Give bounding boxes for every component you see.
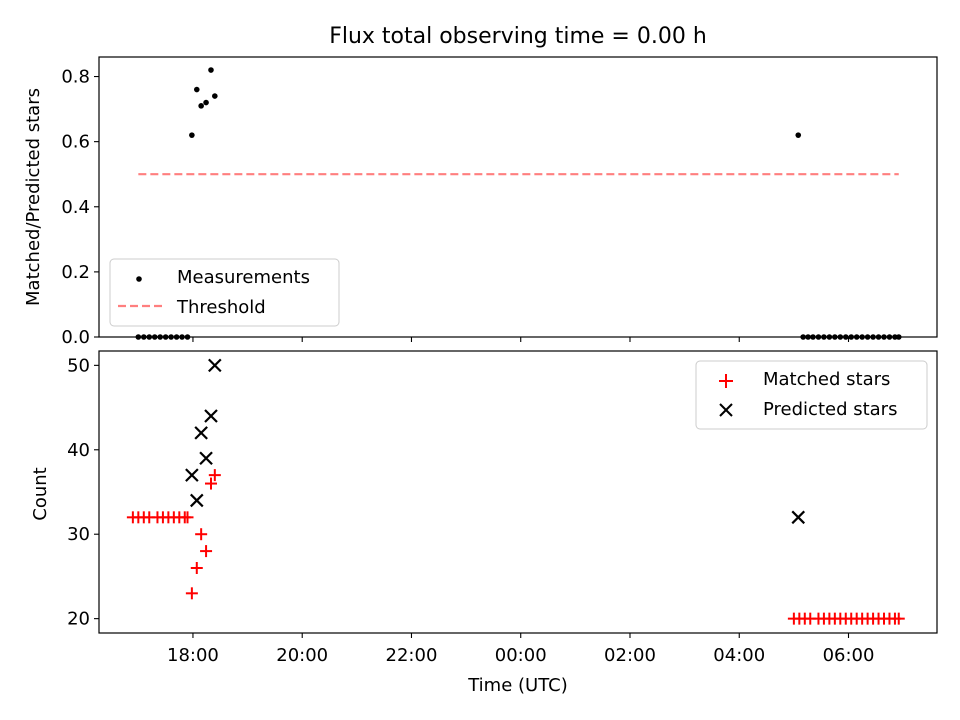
bottom-y-tick-label: 20 <box>67 609 90 630</box>
matched-stars-point <box>892 612 905 625</box>
top-legend-box <box>109 258 340 327</box>
predicted-stars-point <box>208 358 222 373</box>
x-tick-label: 06:00 <box>823 645 875 666</box>
top-legend: Measurements Threshold <box>109 258 340 327</box>
bottom-x-axis: 18:00 20:00 22:00 00:00 02:00 04:00 06:00 <box>167 633 874 666</box>
matched-stars-point <box>208 469 221 482</box>
top-y-axis-label: Matched/Predicted stars <box>23 88 44 306</box>
top-y-tick-label: 0.4 <box>61 197 90 218</box>
matched-stars-point <box>204 477 217 490</box>
predicted-stars-point <box>185 468 199 482</box>
predicted-stars-point <box>194 426 208 440</box>
top-panel: 0.00.20.40.60.8 Matched/Predicted stars … <box>23 56 938 348</box>
top-y-tick-label: 0.0 <box>61 327 90 348</box>
legend-threshold-label: Threshold <box>176 297 266 318</box>
measurement-point <box>212 93 218 99</box>
top-y-tick-label: 0.2 <box>61 262 90 283</box>
legend-predicted-marker <box>719 403 733 417</box>
x-tick-label: 22:00 <box>386 645 438 666</box>
x-tick-label: 18:00 <box>167 645 219 666</box>
bottom-legend-box <box>695 360 928 430</box>
chart-title: Flux total observing time = 0.00 h <box>329 24 707 49</box>
top-x-axis <box>192 337 850 342</box>
top-y-tick-label: 0.6 <box>61 132 90 153</box>
x-axis-label: Time (UTC) <box>467 675 568 696</box>
bottom-axes-frame <box>98 350 938 634</box>
top-y-tick-label: 0.8 <box>61 67 90 88</box>
predicted-stars-point <box>199 451 213 466</box>
bottom-y-axis: 20 30 40 50 <box>67 355 99 630</box>
bottom-plot-area <box>126 358 905 625</box>
legend-measurements-label: Measurements <box>177 267 310 288</box>
top-y-axis: 0.0 0.2 0.4 0.6 0.8 <box>61 67 99 348</box>
measurement-point <box>198 103 204 109</box>
bottom-panel: 20 30 40 50 18:00 20:00 22:00 00:00 02:00 04:00 0… <box>30 350 938 696</box>
bottom-legend: Matched stars Predicted stars <box>695 360 928 430</box>
measurement-point <box>208 67 214 73</box>
predicted-stars-point <box>204 409 218 423</box>
bottom-y-axis-label: Count <box>30 467 51 520</box>
predicted-stars-point <box>791 510 806 525</box>
legend-matched-marker <box>719 374 733 388</box>
matched-stars-point <box>190 561 203 574</box>
bottom-y-tick-label: 40 <box>67 440 90 461</box>
bottom-y-tick-label: 30 <box>67 524 90 545</box>
legend-measurements-marker <box>136 276 142 282</box>
x-tick-label: 20:00 <box>276 645 328 666</box>
legend-predicted-label: Predicted stars <box>763 399 897 420</box>
x-tick-label: 04:00 <box>713 645 765 666</box>
matched-stars-point <box>195 528 208 541</box>
matched-stars-point <box>181 511 194 524</box>
matched-stars-point <box>185 587 198 600</box>
top-axes-frame <box>98 56 938 338</box>
x-tick-label: 00:00 <box>495 645 547 666</box>
matched-stars-point <box>200 545 213 558</box>
legend-matched-label: Matched stars <box>763 369 890 390</box>
bottom-y-tick-label: 50 <box>67 355 90 376</box>
predicted-stars-point <box>190 493 204 508</box>
measurement-point <box>203 99 209 106</box>
measurement-point <box>189 132 195 138</box>
measurement-point <box>795 132 802 138</box>
x-tick-label: 02:00 <box>604 645 656 666</box>
measurement-point <box>193 86 200 93</box>
